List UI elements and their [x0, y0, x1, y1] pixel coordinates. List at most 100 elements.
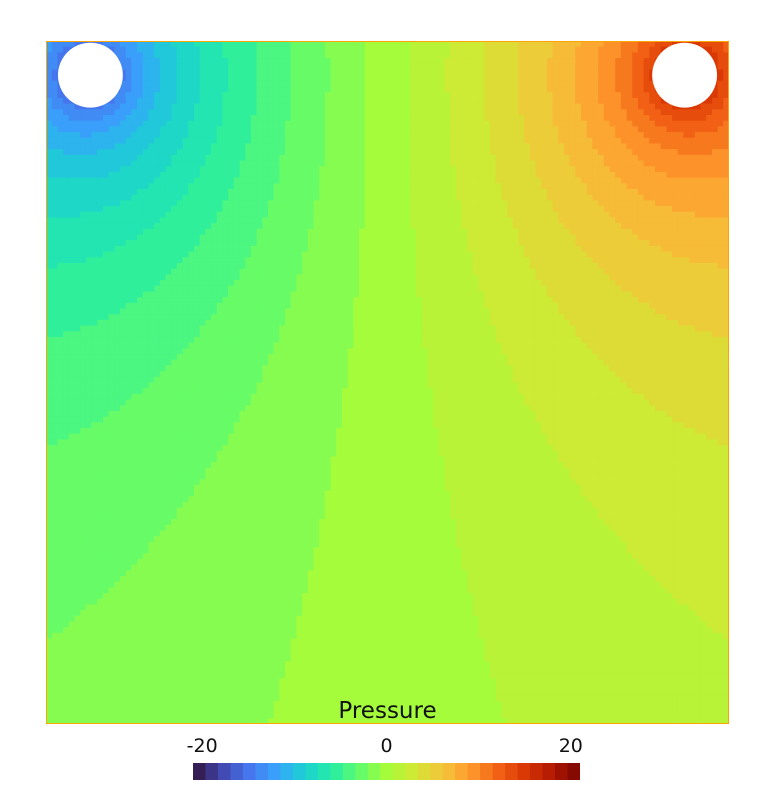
contour-cell	[723, 58, 729, 65]
contour-cell	[290, 200, 298, 207]
contour-cell	[80, 149, 87, 156]
contour-cell	[245, 69, 252, 76]
contour-cell	[125, 149, 132, 156]
contour-cell	[541, 177, 548, 184]
contour-cell	[199, 188, 206, 196]
contour-cell	[489, 177, 497, 184]
contour-cell	[199, 240, 206, 247]
contour-cell	[85, 194, 93, 201]
contour-cell	[524, 268, 531, 275]
contour-cell	[290, 274, 298, 281]
contour-cell	[535, 183, 542, 190]
contour-cell	[393, 114, 400, 122]
contour-cell	[228, 109, 235, 116]
contour-cell	[501, 245, 508, 253]
contour-cell	[171, 92, 178, 99]
contour-cell	[723, 149, 729, 156]
contour-cell	[552, 137, 559, 145]
contour-cell	[535, 200, 542, 207]
contour-cell	[353, 109, 360, 116]
contour-cell	[581, 92, 588, 99]
contour-cell	[142, 80, 150, 88]
contour-cell	[279, 240, 286, 247]
contour-cell	[233, 251, 241, 258]
contour-cell	[723, 63, 729, 71]
contour-cell	[216, 46, 224, 53]
contour-cell	[632, 143, 639, 150]
contour-cell	[262, 132, 269, 139]
contour-cell	[336, 234, 343, 241]
contour-cell	[296, 114, 303, 122]
contour-cell	[359, 52, 366, 59]
contour-cell	[529, 194, 537, 201]
contour-cell	[267, 58, 275, 65]
contour-cell	[632, 228, 639, 236]
contour-cell	[581, 137, 588, 145]
contour-cell	[199, 274, 206, 281]
contour-cell	[353, 211, 360, 219]
contour-cell	[455, 154, 463, 162]
contour-cell	[262, 126, 269, 133]
contour-cell	[421, 234, 428, 241]
contour-cell	[228, 97, 235, 105]
contour-cell	[330, 58, 337, 65]
contour-cell	[609, 149, 616, 156]
contour-cell	[222, 75, 229, 82]
contour-cell	[478, 268, 485, 275]
contour-cell	[723, 211, 729, 219]
contour-cell	[489, 211, 497, 219]
contour-cell	[319, 166, 326, 173]
contour-cell	[63, 188, 70, 196]
contour-cell	[717, 143, 724, 150]
contour-cell	[273, 52, 280, 59]
contour-cell	[398, 200, 406, 207]
contour-cell	[433, 75, 440, 82]
contour-cell	[598, 257, 605, 264]
contour-cell	[233, 126, 241, 133]
contour-cell	[330, 52, 337, 59]
contour-cell	[193, 251, 201, 258]
contour-cell	[336, 58, 343, 65]
contour-cell	[313, 245, 320, 253]
contour-cell	[250, 217, 258, 224]
contour-cell	[154, 194, 161, 201]
contour-cell	[347, 183, 354, 190]
contour-cell	[575, 97, 582, 105]
contour-cell	[649, 103, 656, 110]
contour-cell	[131, 52, 138, 59]
contour-cell	[552, 217, 559, 224]
contour-cell	[689, 251, 696, 258]
contour-cell	[524, 223, 531, 230]
contour-cell	[626, 41, 633, 48]
contour-cell	[137, 52, 144, 59]
contour-cell	[131, 126, 138, 133]
contour-cell	[330, 120, 337, 127]
contour-cell	[410, 154, 417, 162]
contour-cell	[592, 177, 599, 184]
contour-cell	[643, 240, 650, 247]
contour-cell	[518, 97, 525, 105]
contour-cell	[438, 137, 446, 145]
contour-cell	[313, 41, 320, 48]
contour-cell	[387, 143, 394, 150]
contour-cell	[182, 200, 189, 207]
contour-cell	[546, 97, 554, 105]
contour-cell	[119, 257, 127, 264]
contour-cell	[222, 58, 229, 65]
contour-cell	[57, 234, 64, 241]
contour-cell	[643, 166, 650, 173]
contour-cell	[137, 217, 144, 224]
contour-cell	[484, 92, 491, 99]
contour-cell	[347, 228, 354, 236]
contour-cell	[233, 177, 241, 184]
contour-cell	[182, 103, 189, 110]
contour-cell	[689, 223, 696, 230]
contour-cell	[603, 75, 611, 82]
contour-cell	[586, 86, 593, 93]
contour-cell	[467, 80, 474, 88]
contour-cell	[706, 114, 713, 122]
contour-cell	[632, 86, 639, 93]
contour-cell	[125, 109, 132, 116]
contour-cell	[706, 177, 713, 184]
contour-cell	[176, 228, 184, 236]
